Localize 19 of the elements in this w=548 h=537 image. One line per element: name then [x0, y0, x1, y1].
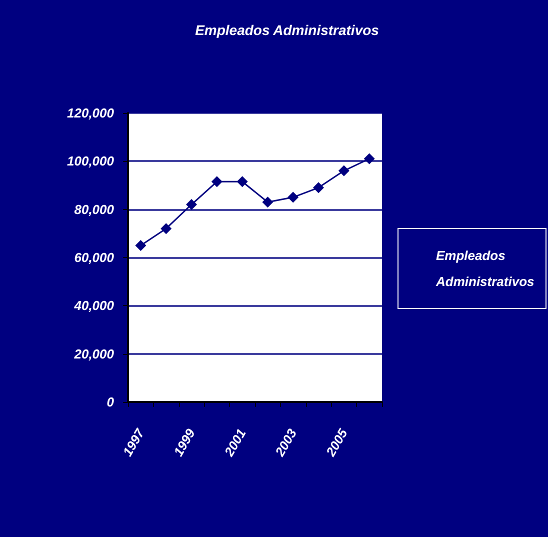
point: [288, 192, 299, 203]
point: [211, 176, 222, 188]
y-tick-label: 20,000: [73, 346, 115, 362]
point: [135, 240, 146, 251]
point: [364, 153, 375, 164]
y-tick-label: 60,000: [74, 250, 115, 265]
y-tick-label: 80,000: [74, 202, 115, 217]
point: [313, 182, 324, 194]
y-tick-label: 120,000: [67, 106, 115, 120]
point: [236, 176, 248, 188]
point: [338, 165, 350, 176]
text: Empleados Administrativos: [435, 248, 534, 289]
point: [262, 196, 274, 208]
y-tick-label: 40,000: [73, 298, 115, 314]
point: [186, 199, 197, 210]
y-tick-label: 0: [106, 394, 115, 410]
chart-title: Empleados Administrativos: [195, 22, 380, 38]
y-tick-label: 100,000: [67, 154, 115, 169]
point: [160, 223, 172, 234]
